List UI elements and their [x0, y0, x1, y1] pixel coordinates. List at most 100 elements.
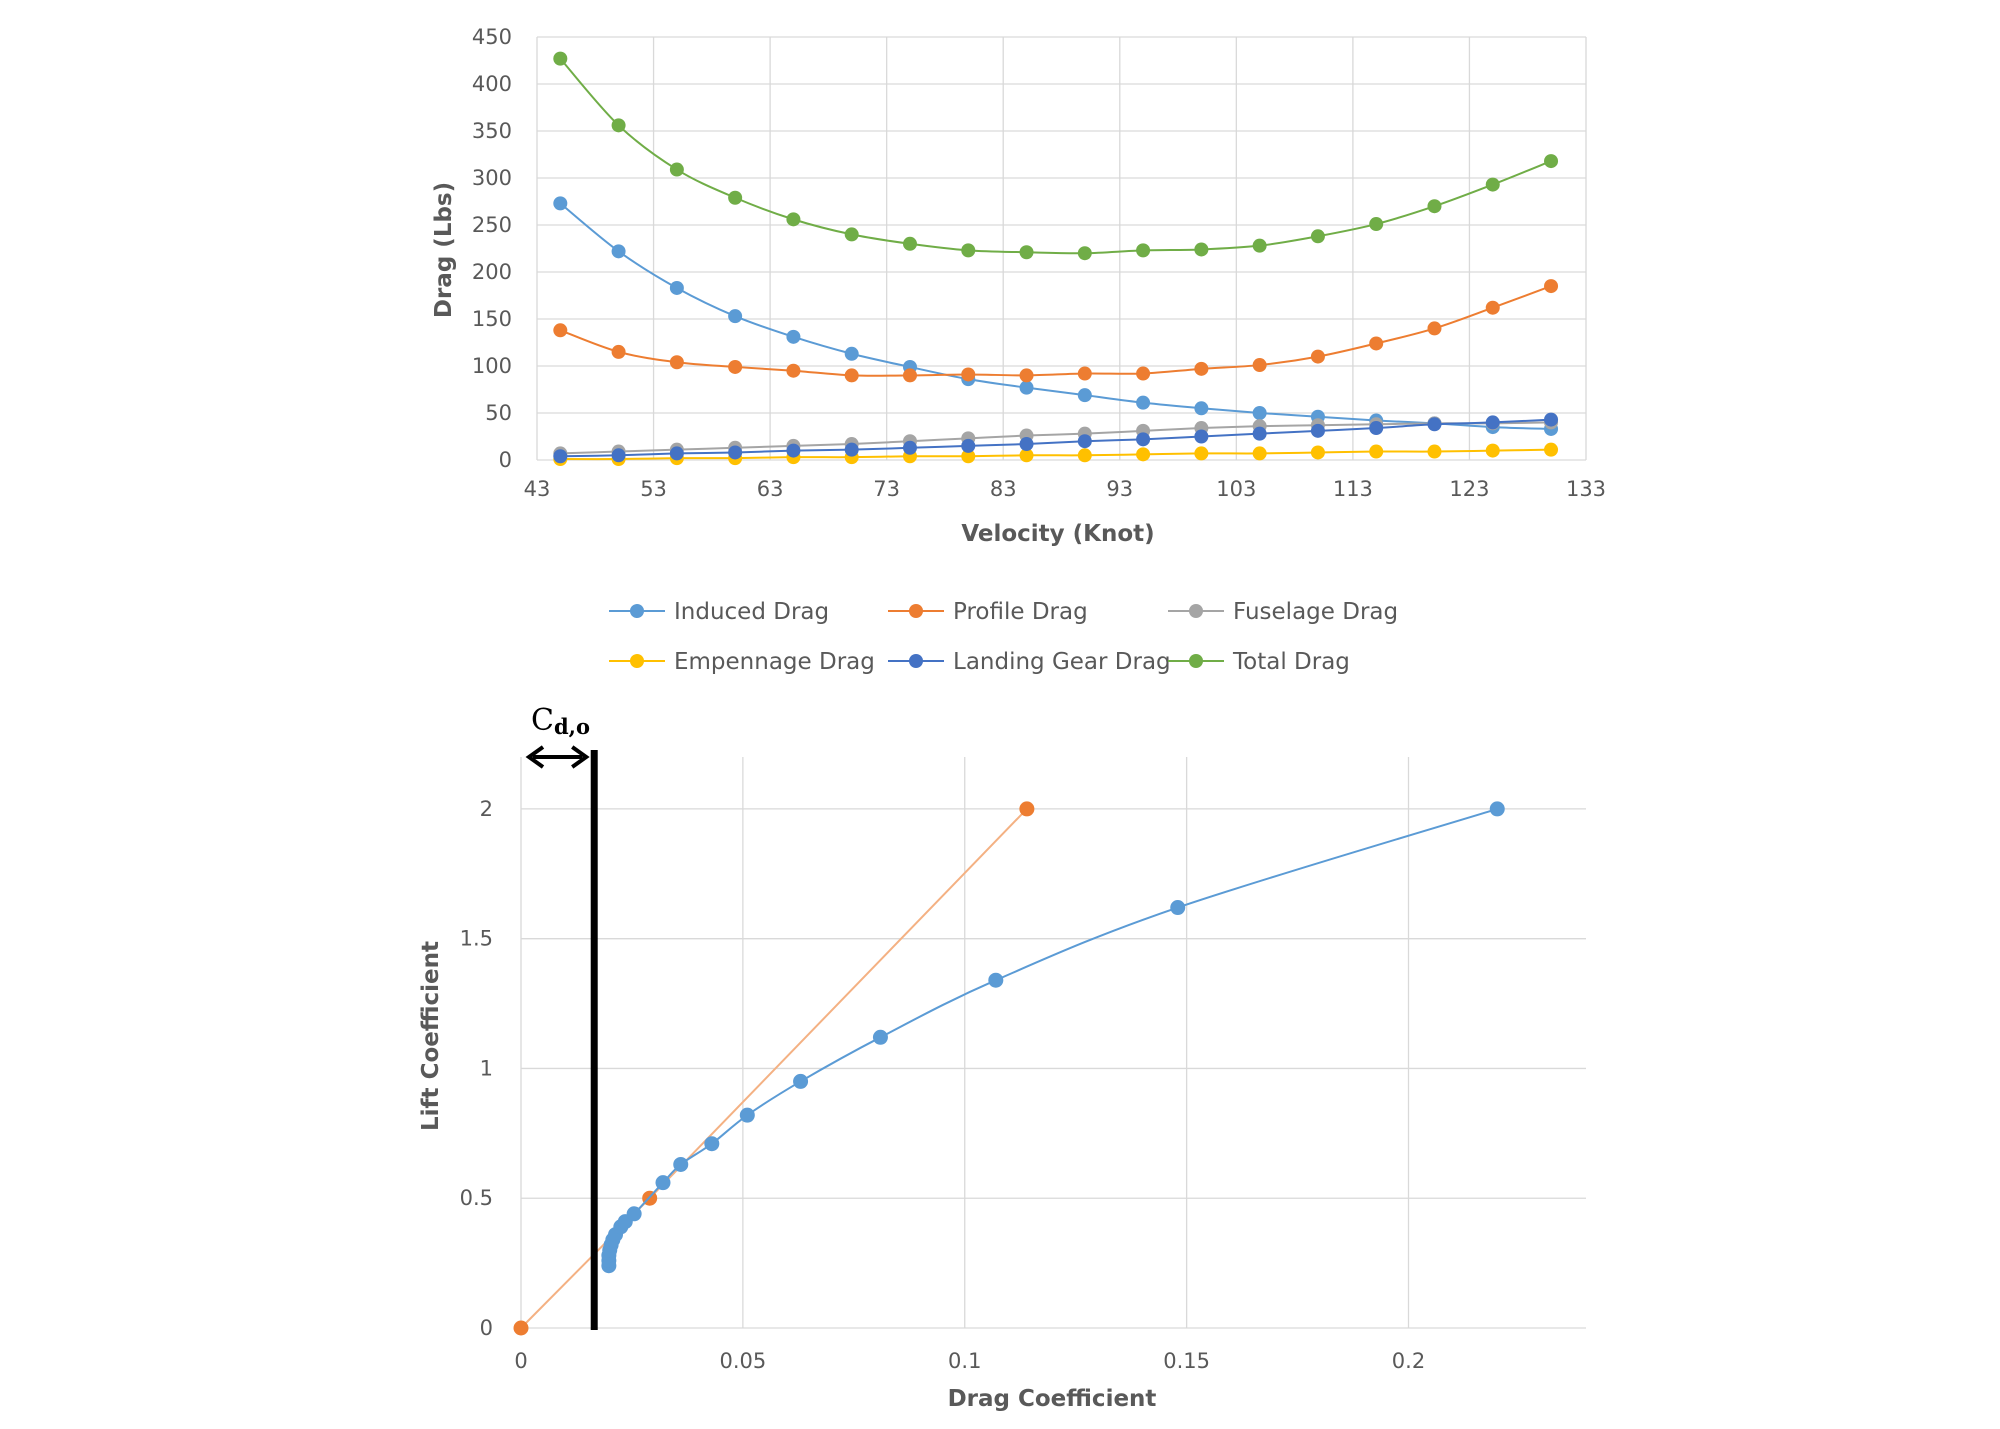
chart1-x-tick-label: 83 [990, 477, 1017, 501]
chart2-y-tick-label: 2 [480, 797, 493, 821]
data-point-landing-gear-drag [902, 440, 917, 455]
series-total-drag [553, 51, 1559, 261]
data-point [1489, 801, 1505, 817]
data-point-total-drag [961, 243, 976, 258]
chart2-y-axis-title: Lift Coefficient [418, 941, 444, 1131]
legend-label: Total Drag [1232, 649, 1350, 675]
data-point-total-drag [553, 51, 568, 66]
chart1-x-axis-title: Velocity (Knot) [961, 521, 1154, 547]
chart2-series [513, 801, 1505, 1336]
series-line [607, 807, 1498, 1266]
data-point-empennage-drag [1544, 442, 1559, 457]
chart1-x-tick-label: 73 [873, 477, 900, 501]
chart1-y-tick-label: 0 [499, 448, 512, 472]
legend-label: Fuselage Drag [1233, 599, 1398, 625]
chart1-y-tick-label: 50 [485, 401, 512, 425]
data-point-total-drag [844, 227, 859, 242]
data-point-profile-drag [1544, 279, 1559, 294]
legend-item-total-drag: Total Drag [1168, 649, 1350, 675]
data-point-profile-drag [961, 367, 976, 382]
legend-item-landing-gear-drag: Landing Gear Drag [888, 649, 1171, 675]
chart1-y-axis-title: Drag (Lbs) [431, 182, 457, 318]
chart2-x-tick-label: 0.15 [1163, 1349, 1210, 1373]
data-point-profile-drag [1136, 366, 1151, 381]
data-point-empennage-drag [1369, 444, 1384, 459]
data-point-total-drag [902, 236, 917, 251]
series-landing-gear-drag [553, 412, 1559, 464]
series-profile-drag [553, 279, 1559, 383]
data-point [1170, 900, 1186, 916]
data-point-empennage-drag [1077, 448, 1092, 463]
data-point-landing-gear-drag [1077, 434, 1092, 449]
data-point-landing-gear-drag [1136, 432, 1151, 447]
legend-label: Profile Drag [953, 599, 1088, 625]
arrow-head-right [571, 745, 590, 769]
series-drag-polar [601, 801, 1505, 1274]
chart1-x-tick-label: 113 [1333, 477, 1373, 501]
data-point-profile-drag [1485, 300, 1500, 315]
legend-swatch-marker [909, 654, 923, 668]
cd0-annotation: Cd,o [525, 703, 598, 1330]
chart1-y-tick-label: 100 [472, 354, 512, 378]
chart1-y-tick-label: 250 [472, 213, 512, 237]
data-point-profile-drag [902, 368, 917, 383]
data-point-empennage-drag [1252, 446, 1267, 461]
chart1-x-tick-label: 123 [1449, 477, 1489, 501]
chart2-y-tick-label: 1 [480, 1056, 493, 1080]
drag-vs-velocity-chart: 0 50 100 150 200 250 300 350 400 450 43 53 63 73 83 93… [431, 25, 1606, 675]
data-point-total-drag [669, 162, 684, 177]
data-point-total-drag [1485, 177, 1500, 192]
data-point-landing-gear-drag [844, 442, 859, 457]
legend-swatch-marker [909, 604, 923, 618]
data-point-total-drag [1544, 154, 1559, 169]
data-point-profile-drag [1369, 336, 1384, 351]
legend-label: Empennage Drag [674, 649, 875, 675]
chart1-gridlines [536, 36, 1587, 461]
chart1-y-tick-label: 450 [472, 25, 512, 49]
data-point-induced-drag [786, 329, 801, 344]
chart1-x-tick-label: 103 [1216, 477, 1256, 501]
data-point-empennage-drag [1194, 446, 1209, 461]
data-point-induced-drag [553, 196, 568, 211]
data-point-total-drag [1136, 243, 1151, 258]
data-point-total-drag [611, 118, 626, 133]
data-point-induced-drag [669, 280, 684, 295]
data-point-profile-drag [1019, 368, 1034, 383]
data-point [872, 1029, 888, 1045]
data-point-profile-drag [1194, 361, 1209, 376]
series-line-total-drag [559, 57, 1552, 255]
data-point [988, 972, 1004, 988]
data-point-induced-drag [611, 244, 626, 259]
data-point-landing-gear-drag [669, 446, 684, 461]
data-point-induced-drag [1019, 380, 1034, 395]
data-point-total-drag [1369, 217, 1384, 232]
chart1-legend: Induced Drag Profile Drag Fuselage Drag Emp… [609, 599, 1398, 675]
data-point-landing-gear-drag [611, 448, 626, 463]
data-point-landing-gear-drag [1485, 415, 1500, 430]
chart1-x-tick-labels: 43 53 63 73 83 93 103 113 123 133 [524, 477, 1606, 501]
data-point-empennage-drag [1485, 443, 1500, 458]
cd0-label: Cd,o [531, 703, 590, 739]
data-point-profile-drag [844, 368, 859, 383]
chart1-y-tick-label: 300 [472, 166, 512, 190]
data-point-total-drag [728, 190, 743, 205]
data-point-landing-gear-drag [786, 443, 801, 458]
chart2-y-tick-label: 0 [480, 1316, 493, 1340]
series-line-profile-drag [559, 285, 1552, 377]
legend-item-profile-drag: Profile Drag [888, 599, 1088, 625]
series-induced-drag [553, 196, 1559, 436]
chart1-series [553, 51, 1559, 467]
chart1-x-tick-label: 93 [1106, 477, 1133, 501]
data-point-landing-gear-drag [728, 445, 743, 460]
data-point-landing-gear-drag [1369, 421, 1384, 436]
data-point-landing-gear-drag [553, 449, 568, 464]
data-point-empennage-drag [1310, 445, 1325, 460]
lift-vs-drag-coefficient-chart: 0 0.5 1 1.5 2 0 0.05 0.1 0.15 0.2 Drag Coefficie… [418, 703, 1586, 1412]
data-point-profile-drag [1077, 366, 1092, 381]
data-point [704, 1136, 720, 1152]
chart1-y-tick-label: 200 [472, 260, 512, 284]
data-point-profile-drag [553, 323, 568, 338]
data-point-profile-drag [1310, 349, 1325, 364]
data-point-landing-gear-drag [1310, 423, 1325, 438]
